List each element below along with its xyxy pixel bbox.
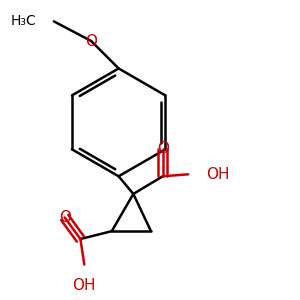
Text: O: O: [59, 210, 71, 225]
Text: H₃C: H₃C: [11, 14, 36, 28]
Text: O: O: [157, 141, 169, 156]
Text: O: O: [85, 34, 97, 49]
Text: OH: OH: [206, 167, 230, 182]
Text: OH: OH: [73, 278, 96, 293]
